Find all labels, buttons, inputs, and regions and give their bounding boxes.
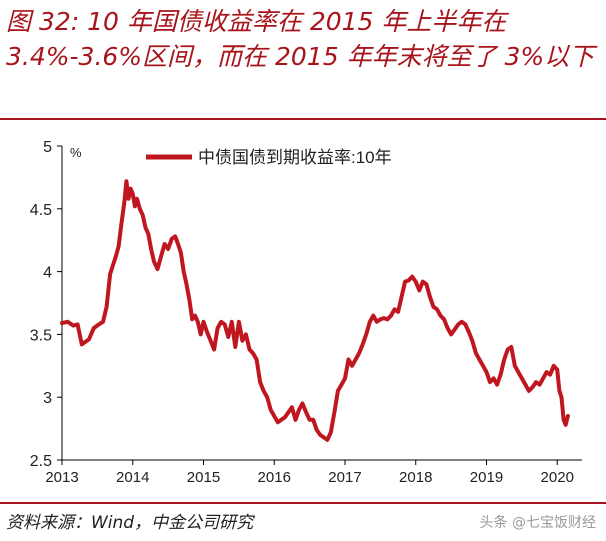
source-note: 资料来源：Wind，中金公司研究 xyxy=(6,513,254,533)
y-tick-label: 3.5 xyxy=(30,327,52,344)
x-tick-label: 2014 xyxy=(116,469,149,486)
y-tick-label: 4 xyxy=(43,265,52,282)
x-tick-label: 2020 xyxy=(541,469,574,486)
x-tick-label: 2018 xyxy=(399,469,432,486)
figure-title: 图 32: 10 年国债收益率在 2015 年上半年在 3.4%-3.6%区间，… xyxy=(6,7,595,71)
x-tick-label: 2017 xyxy=(328,469,361,486)
y-axis-unit: % xyxy=(70,145,82,160)
top-divider xyxy=(0,118,606,120)
y-tick-label: 2.5 xyxy=(30,453,52,470)
x-tick-label: 2016 xyxy=(258,469,291,486)
x-axis-labels: 2013 2014 2015 2016 2017 2018 2019 2020 xyxy=(45,469,574,486)
bottom-divider xyxy=(0,502,606,504)
y-tick-label: 4.5 xyxy=(30,202,52,219)
y-tick-label: 3 xyxy=(43,390,52,407)
x-tick-label: 2013 xyxy=(45,469,78,486)
legend-label: 中债国债到期收益率:10年 xyxy=(198,148,392,167)
line-chart: 54.543.532.5 2013 2014 2015 2016 2017 2018 201… xyxy=(30,139,582,486)
x-tick-label: 2015 xyxy=(187,469,220,486)
series-line-10y-yield xyxy=(60,179,570,442)
x-tick-label: 2019 xyxy=(470,469,503,486)
y-axis-labels: 5 4.5 4 3.5 3 2.5 xyxy=(30,139,52,470)
y-tick-label: 5 xyxy=(43,139,52,156)
legend: 中债国债到期收益率:10年 xyxy=(146,148,392,167)
chart-axes xyxy=(57,145,582,465)
watermark: 头条 @七宝饭财经 xyxy=(479,515,596,531)
